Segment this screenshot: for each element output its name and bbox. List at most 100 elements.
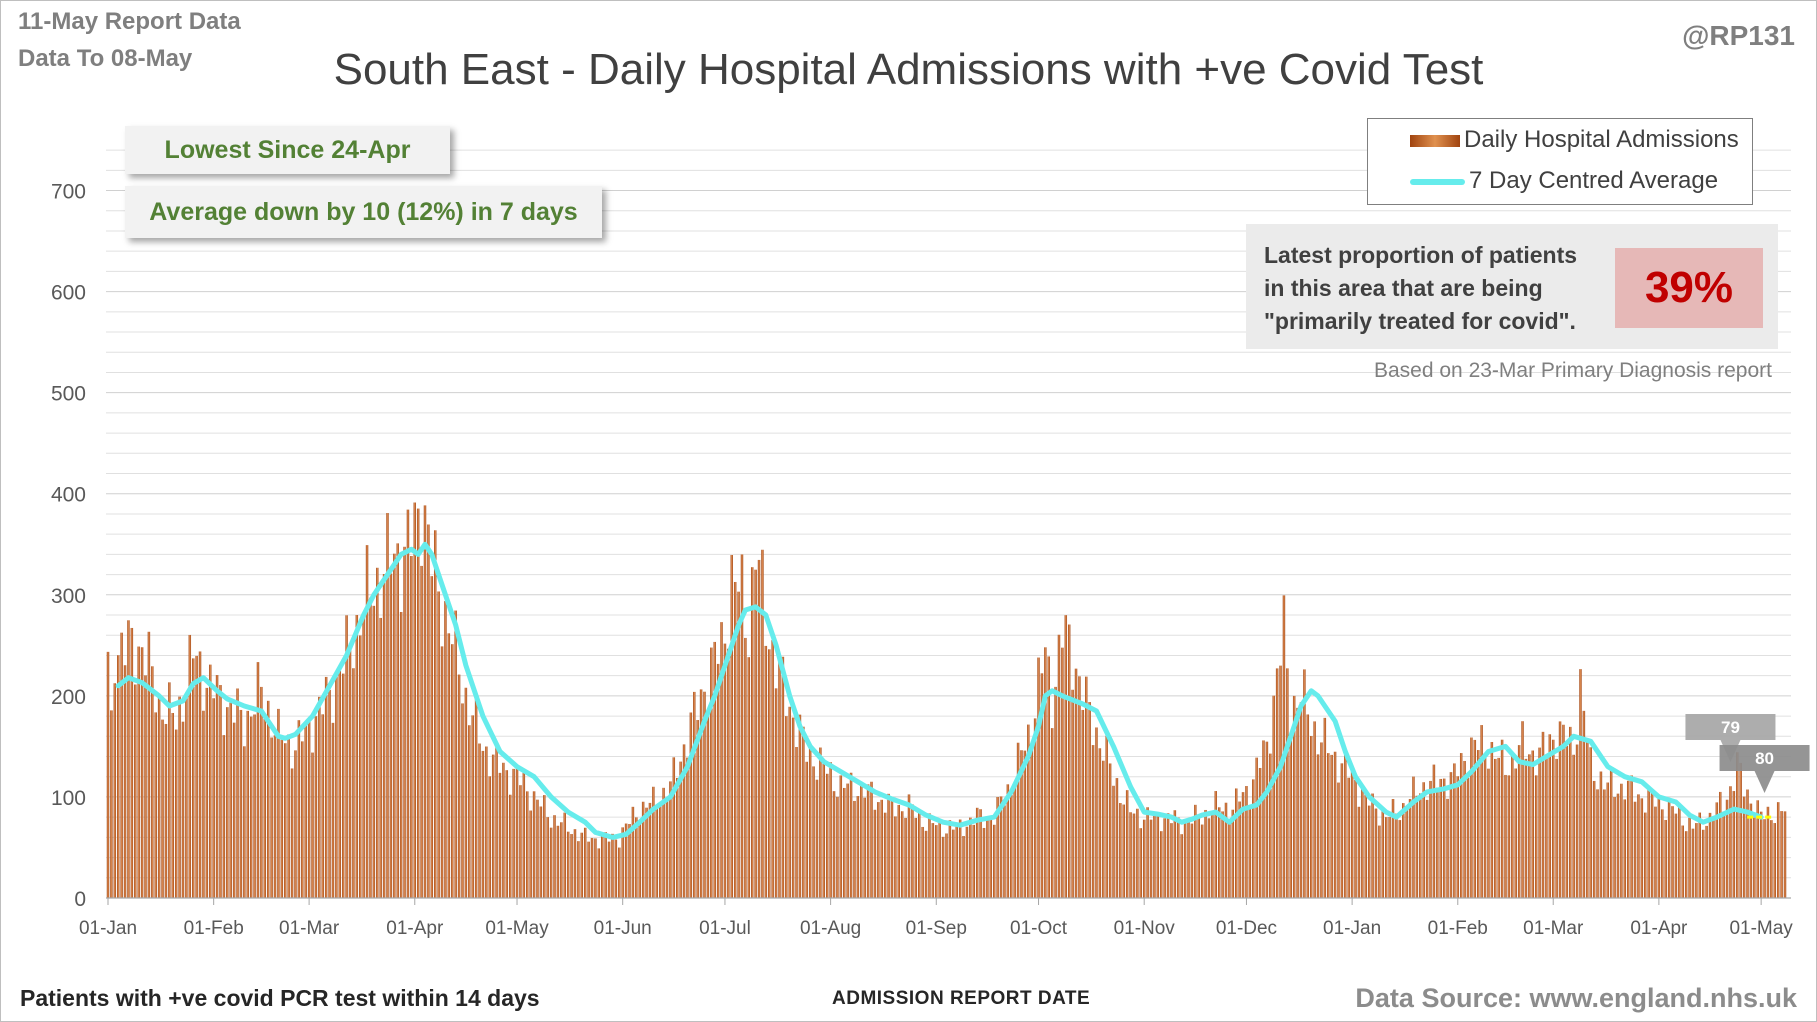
admission-bar: [444, 601, 447, 898]
axes: 0 100 200 300 400 500 600 700 01-Jan 01-Feb 01-Mar…: [51, 181, 1793, 939]
admission-bar: [638, 822, 641, 898]
admission-bar: [451, 644, 454, 898]
x-tick-label: 01-Mar: [279, 918, 340, 939]
admission-bar: [1688, 817, 1691, 898]
admission-bar: [849, 772, 853, 898]
admission-bar: [713, 641, 716, 898]
admission-bar: [307, 718, 311, 898]
x-tick-label: 01-Sep: [906, 918, 967, 939]
admission-bar: [1705, 825, 1708, 898]
admission-bar: [522, 772, 526, 898]
admission-bar: [372, 605, 376, 898]
y-tick-label: 600: [51, 282, 86, 305]
footer-note: Patients with +ve covid PCR test within …: [20, 985, 540, 1011]
admission-bar: [1742, 796, 1746, 898]
x-tick-label: 01-Jan: [1323, 918, 1381, 939]
admission-bar: [505, 770, 509, 898]
admission-bar: [212, 698, 215, 898]
admission-bar: [747, 657, 751, 898]
admission-bar: [144, 675, 147, 898]
admission-bar: [260, 686, 263, 898]
admission-bar: [958, 819, 962, 898]
admission-bar: [580, 832, 584, 898]
admission-bar: [911, 804, 914, 898]
admission-bar: [236, 688, 239, 898]
admission-bar: [863, 797, 866, 898]
admission-bar: [1572, 754, 1575, 898]
admission-bar: [764, 645, 768, 898]
admission-bar: [1470, 737, 1473, 898]
admission-bar: [1296, 707, 1299, 898]
legend-item-bars: Daily Hospital Admissions: [1410, 126, 1739, 154]
admission-bar: [1374, 808, 1378, 898]
admission-bar: [1429, 780, 1432, 898]
y-tick-label: 100: [51, 787, 86, 810]
admission-bar: [284, 743, 287, 898]
admission-bar: [1020, 750, 1023, 898]
y-tick-label: 200: [51, 686, 86, 709]
admission-bar: [573, 829, 577, 898]
admission-bar: [161, 719, 164, 898]
admission-bar: [904, 817, 907, 898]
admission-bar: [294, 750, 297, 898]
admission-bar: [1016, 742, 1020, 898]
admission-bar: [202, 710, 205, 898]
annotations: 79 80: [1685, 714, 1810, 793]
admissions-bars: [106, 502, 1787, 898]
admission-bar: [338, 671, 342, 898]
admission-bar: [870, 781, 873, 898]
admission-bar: [563, 812, 566, 898]
admission-bar: [969, 817, 972, 898]
admission-bar: [1115, 778, 1119, 898]
admission-bar: [1763, 819, 1766, 898]
admission-bar: [1129, 812, 1132, 898]
admission-bar: [1391, 799, 1395, 898]
admission-bar: [1524, 758, 1528, 898]
admission-bar: [798, 714, 802, 898]
admission-bar: [335, 674, 338, 898]
admission-bar: [740, 554, 744, 898]
admission-bar: [1442, 778, 1446, 898]
admission-bar: [836, 796, 839, 898]
admission-bar: [287, 734, 290, 898]
admission-bar: [808, 746, 812, 898]
admission-bar: [832, 791, 836, 898]
admission-bar: [1255, 757, 1258, 898]
admission-bar: [1531, 750, 1534, 898]
admission-bar: [1200, 824, 1204, 898]
admission-bar: [420, 565, 423, 898]
admission-bar: [1415, 795, 1419, 898]
admission-bar: [1091, 745, 1095, 898]
admission-bar: [270, 737, 273, 898]
admission-bar: [805, 761, 808, 898]
admission-bar: [1173, 810, 1177, 898]
admission-bar: [1320, 742, 1323, 898]
admission-bar: [246, 710, 249, 898]
admission-bar: [570, 834, 573, 898]
admission-bar: [723, 643, 727, 898]
admission-bar: [1780, 811, 1783, 898]
admission-bar: [345, 615, 348, 898]
admission-bar: [1098, 748, 1102, 898]
admission-bar: [907, 794, 911, 898]
admission-bar: [1085, 676, 1088, 898]
lowest-since-callout: Lowest Since 24-Apr: [125, 126, 450, 174]
admission-bar: [1528, 754, 1531, 898]
admission-bar: [1102, 760, 1105, 898]
admission-bar: [597, 848, 601, 898]
admission-bar: [727, 648, 730, 898]
admission-bar: [955, 822, 958, 898]
admission-bar: [1446, 798, 1449, 898]
x-tick-label: 01-Dec: [1216, 918, 1277, 939]
admission-bar: [457, 674, 461, 898]
admission-bar: [1252, 779, 1255, 898]
admission-bar: [468, 725, 471, 898]
admission-bar: [219, 685, 222, 898]
admission-bar: [1044, 647, 1047, 898]
admission-bar: [1402, 803, 1405, 898]
admission-bar: [171, 712, 174, 898]
admission-bar: [423, 505, 427, 898]
admission-bar: [1776, 802, 1780, 898]
admission-bar: [1674, 813, 1678, 898]
